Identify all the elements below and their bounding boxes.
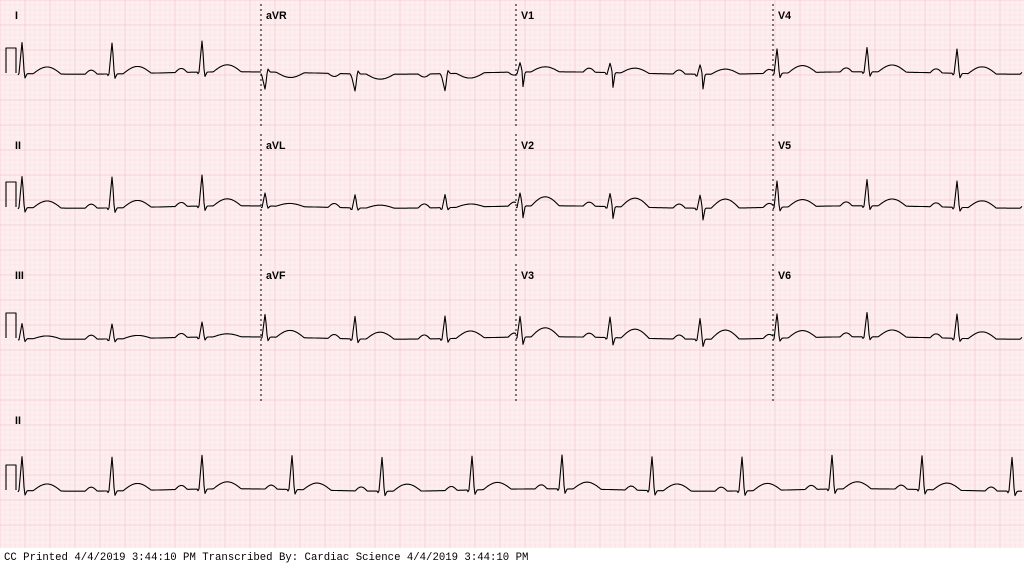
lead-label-avl: aVL — [266, 140, 286, 152]
lead-label-v4: V4 — [778, 10, 791, 22]
lead-label-i: I — [15, 10, 18, 22]
lead-label-iii: III — [15, 270, 24, 282]
ecg-waveform — [0, 0, 1024, 566]
footer-text: CC Printed 4/4/2019 3:44:10 PM Transcrib… — [4, 552, 528, 564]
lead-label-ii: II — [15, 415, 21, 427]
lead-label-v2: V2 — [521, 140, 534, 152]
lead-label-avr: aVR — [266, 10, 287, 22]
lead-label-v3: V3 — [521, 270, 534, 282]
lead-label-ii: II — [15, 140, 21, 152]
ecg-strip: CC Printed 4/4/2019 3:44:10 PM Transcrib… — [0, 0, 1024, 566]
lead-label-avf: aVF — [266, 270, 286, 282]
lead-label-v1: V1 — [521, 10, 534, 22]
lead-label-v6: V6 — [778, 270, 791, 282]
lead-label-v5: V5 — [778, 140, 791, 152]
